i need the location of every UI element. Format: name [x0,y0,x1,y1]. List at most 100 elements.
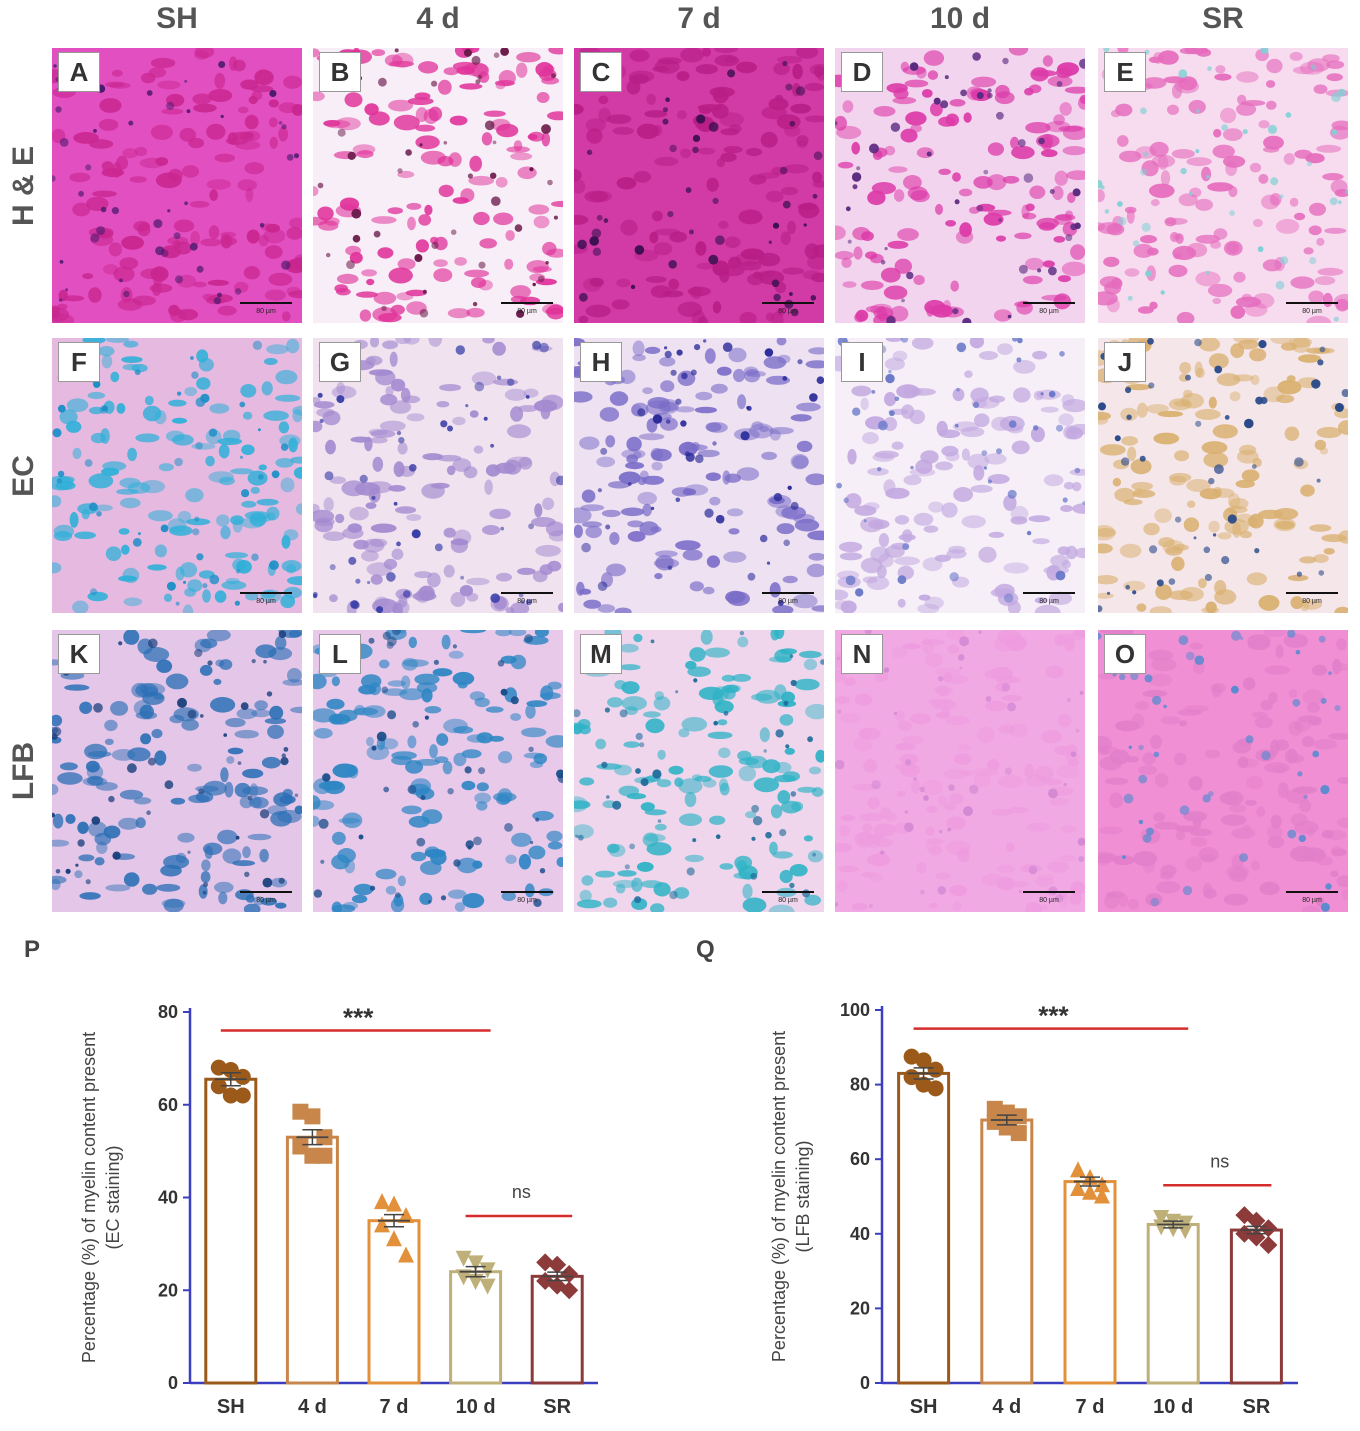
micrograph-panel-n: 80 µm N [835,630,1085,912]
y-tick-label: 0 [860,1373,870,1393]
x-tick-label: 4 d [298,1396,327,1418]
data-point [234,1087,251,1104]
row-header-ec: EC [7,454,40,497]
bar-sh [204,1077,258,1385]
y-tick-label: 20 [158,1280,178,1300]
bar-7d [367,1219,421,1385]
panel-label-n: N [841,634,883,674]
data-point [1153,1210,1170,1227]
scale-bar-label: 80 µm [1302,598,1322,605]
row-header-he: H & E [7,145,41,226]
micrograph-panel-a: 80 µm A [52,48,302,323]
significance-label: ns [512,1182,531,1202]
y-axis-label: Percentage (%) of myelin content present… [769,1031,813,1362]
data-point [1235,1206,1254,1225]
scale-bar-label: 80 µm [517,598,537,605]
bar-4d [285,1135,339,1385]
data-point [927,1080,944,1097]
micrograph-panel-b: 80 µm B [313,48,563,323]
micrograph-texture: 80 µm [835,338,1085,613]
panel-label-d: D [841,52,883,92]
scale-bar-label: 80 µm [1039,598,1059,605]
data-point [1094,1187,1110,1204]
micrograph-texture: 80 µm [1098,48,1348,323]
x-tick-label: SH [910,1396,938,1418]
bar-7d [1063,1180,1117,1385]
data-point [1259,1235,1278,1254]
y-tick-label: 60 [850,1149,870,1169]
row-header-lfb: LFB [7,741,41,801]
data-point [560,1281,579,1300]
chart-p: Percentage (%) of myelin content present… [79,1002,598,1418]
micrograph-panel-g: 80 µm G [313,338,563,613]
bar-10d [449,1270,503,1385]
panel-label-c: C [580,52,622,92]
data-point [560,1265,579,1284]
scale-bar-label: 80 µm [778,308,798,315]
micrograph-texture: 80 µm [52,338,302,613]
data-point [374,1193,390,1210]
data-point [455,1250,472,1267]
y-tick-label: 20 [850,1298,870,1318]
panel-label-o: O [1104,634,1146,674]
panel-label-e: E [1104,52,1146,92]
bar-sr [1229,1228,1283,1385]
micrograph-texture: 80 µm [52,630,302,912]
micrograph-panel-c: 80 µm C [574,48,824,323]
data-point [210,1059,227,1076]
panel-label-a: A [58,52,100,92]
x-tick-label: SR [543,1396,571,1418]
micrograph-texture: 80 µm [574,338,824,613]
micrograph-texture: 80 µm [574,630,824,912]
data-point [234,1068,251,1085]
micrograph-panel-i: 80 µm I [835,338,1085,613]
data-point [915,1076,932,1093]
bar-sh [897,1071,951,1385]
y-tick-label: 40 [158,1188,178,1208]
data-point [1259,1219,1278,1238]
x-tick-label: 7 d [1076,1396,1105,1418]
micrograph-panel-d: 80 µm D [835,48,1085,323]
micrograph-panel-f: 80 µm F [52,338,302,613]
significance-label: *** [1038,1001,1069,1031]
data-point [536,1253,555,1272]
chart-panel-label-p: P [24,936,41,963]
x-tick-label: SH [217,1396,245,1418]
data-point [479,1278,496,1295]
y-tick-label: 60 [158,1095,178,1115]
data-point [1010,1125,1027,1142]
scale-bar-label: 80 µm [1302,308,1322,315]
data-point [386,1230,402,1247]
panel-label-b: B [319,52,361,92]
panel-label-m: M [580,634,622,674]
significance-label: *** [343,1003,374,1033]
scale-bar-label: 80 µm [517,308,537,315]
data-point [398,1207,414,1224]
micrograph-texture: 80 µm [313,630,563,912]
y-tick-label: 40 [850,1224,870,1244]
data-point [915,1052,932,1069]
data-point [398,1246,414,1263]
data-point [1177,1223,1194,1240]
scale-bar-label: 80 µm [778,598,798,605]
chart-panel-label-q: Q [696,936,715,963]
micrograph-panel-e: 80 µm E [1098,48,1348,323]
panel-label-g: G [319,342,361,382]
x-tick-label: 10 d [456,1396,496,1418]
scale-bar-label: 80 µm [1039,308,1059,315]
scale-bar-label: 80 µm [256,308,276,315]
data-point [1070,1161,1086,1178]
column-header-7d: 7 d [677,2,721,35]
y-tick-label: 80 [850,1075,870,1095]
significance-label: ns [1210,1151,1229,1171]
data-point [222,1087,239,1104]
scale-bar-label: 80 µm [1302,897,1322,904]
data-point [1247,1228,1266,1247]
data-point [548,1255,567,1274]
y-tick-label: 0 [168,1373,178,1393]
data-point [1082,1183,1098,1200]
scale-bar-label: 80 µm [256,598,276,605]
micrograph-texture: 80 µm [835,48,1085,323]
scale-bar-label: 80 µm [517,897,537,904]
micrograph-panel-m: 80 µm M [574,630,824,912]
